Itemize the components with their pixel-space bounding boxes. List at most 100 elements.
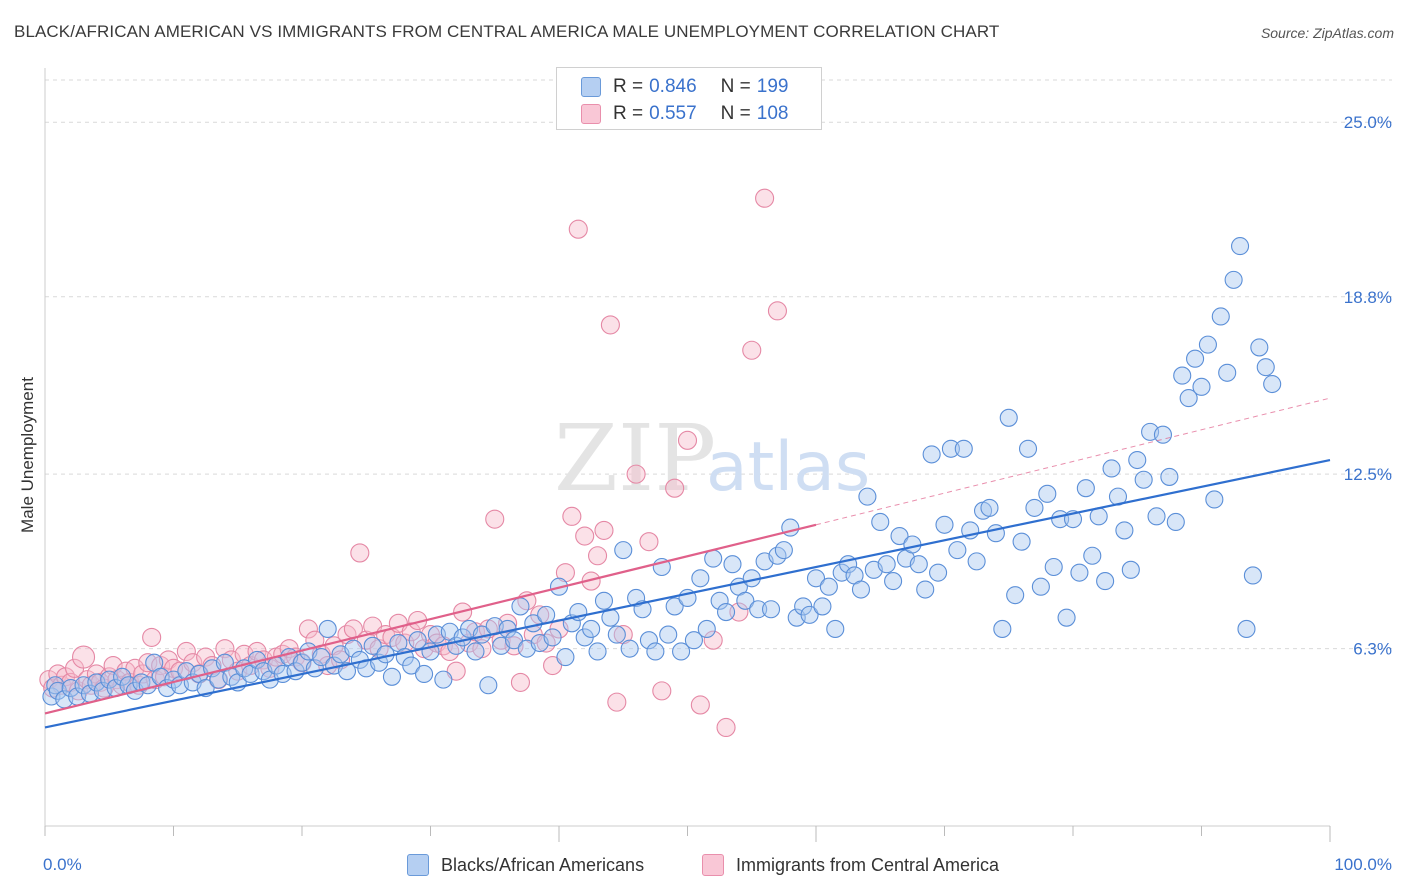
data-point-blacks — [684, 631, 703, 650]
data-point-blacks — [967, 552, 986, 571]
data-point-blacks — [1147, 507, 1166, 526]
data-point-blacks — [1218, 363, 1237, 382]
data-point-blacks — [999, 408, 1018, 427]
data-point-blacks — [704, 549, 723, 568]
data-point-immigrants — [305, 630, 325, 650]
data-point-blacks — [909, 555, 928, 574]
legend-n-value: 108 — [756, 103, 789, 124]
source-label: Source: ZipAtlas.com — [1260, 25, 1394, 41]
data-point-blacks — [1160, 467, 1179, 486]
data-point-blacks — [363, 636, 382, 655]
trend-line-immigrants — [44, 523, 817, 715]
data-point-immigrants — [575, 526, 595, 546]
data-point-blacks — [800, 605, 819, 624]
legend-swatch-pink — [581, 104, 601, 124]
data-point-blacks — [903, 535, 922, 554]
y-tick-label: 18.8% — [1344, 288, 1392, 307]
data-point-immigrants — [607, 692, 627, 712]
data-point-immigrants — [652, 681, 672, 701]
data-point-blacks — [1083, 546, 1102, 565]
data-point-blacks — [337, 662, 357, 681]
data-point-blacks — [415, 664, 434, 684]
data-point-blacks — [1006, 586, 1025, 605]
data-point-immigrants — [594, 520, 614, 540]
x-tick-label-min: 0.0% — [43, 855, 82, 874]
data-point-blacks — [582, 619, 601, 638]
watermark-atlas: atlas — [706, 428, 870, 507]
data-point-blacks — [665, 597, 684, 616]
watermark-zip: ZIP — [554, 405, 716, 512]
data-point-blacks — [1243, 566, 1262, 585]
data-point-blacks — [1166, 512, 1185, 532]
data-point-blacks — [556, 648, 575, 667]
x-tick-label-max: 100.0% — [1334, 855, 1392, 874]
data-point-blacks — [1179, 389, 1198, 408]
data-point-blacks — [723, 555, 742, 574]
data-point-blacks — [980, 498, 999, 517]
data-point-immigrants — [350, 543, 370, 563]
data-point-blacks — [511, 597, 530, 616]
data-point-blacks — [479, 676, 498, 695]
data-point-blacks — [646, 642, 665, 661]
data-point-blacks — [434, 670, 453, 689]
zipatlas-watermark: ZIP atlas — [554, 405, 870, 512]
data-point-blacks — [408, 631, 427, 650]
data-point-blacks — [1121, 560, 1140, 579]
data-point-blacks — [627, 588, 646, 608]
data-point-blacks — [697, 619, 716, 638]
bottom-legend-immigrants: Immigrants from Central America — [702, 852, 999, 878]
data-point-blacks — [819, 577, 838, 596]
bottom-legend-label-blacks: Blacks/African Americans — [441, 854, 645, 875]
data-point-immigrants — [485, 509, 505, 529]
data-point-blacks — [588, 642, 607, 661]
data-point-blacks — [1250, 338, 1269, 357]
data-point-blacks — [620, 639, 639, 658]
data-point-immigrants — [72, 645, 96, 669]
legend-r-label: R = — [613, 103, 644, 124]
data-point-immigrants — [587, 546, 608, 566]
data-point-blacks — [1076, 479, 1095, 498]
data-point-blacks — [1018, 439, 1038, 458]
bottom-legend-swatch-blue — [407, 854, 429, 876]
data-point-blacks — [935, 515, 954, 534]
data-point-blacks — [466, 642, 485, 661]
data-point-blacks — [826, 619, 845, 638]
legend-row-immigrants: R = 0.557 N = 108 — [581, 101, 788, 127]
legend-row-blacks: R = 0.846 N = 199 — [581, 74, 788, 100]
data-point-blacks — [736, 591, 755, 610]
data-point-blacks — [806, 569, 826, 588]
data-point-immigrants — [677, 430, 698, 450]
data-point-immigrants — [298, 619, 318, 639]
data-point-blacks — [1102, 459, 1121, 478]
data-point-blacks — [993, 619, 1012, 638]
data-point-blacks — [691, 569, 710, 588]
data-point-immigrants — [446, 661, 466, 681]
data-point-immigrants — [639, 532, 659, 552]
data-point-blacks — [1115, 521, 1134, 540]
data-point-blacks — [858, 487, 877, 506]
data-point-blacks — [1263, 374, 1282, 394]
chart-title: BLACK/AFRICAN AMERICAN VS IMMIGRANTS FRO… — [14, 22, 1000, 41]
data-point-blacks — [1070, 563, 1089, 582]
data-point-blacks — [1237, 619, 1256, 638]
legend-r-value: 0.846 — [649, 76, 697, 97]
data-point-immigrants — [690, 695, 710, 715]
data-point-blacks — [1211, 307, 1230, 326]
y-axis-label: Male Unemployment — [18, 377, 37, 533]
data-point-blacks — [1153, 425, 1172, 444]
data-point-blacks — [884, 572, 903, 591]
data-point-blacks — [948, 541, 967, 560]
bottom-legend-swatch-pink — [702, 854, 724, 876]
data-point-blacks — [1173, 366, 1192, 385]
data-point-blacks — [761, 600, 781, 619]
data-point-immigrants — [568, 219, 588, 239]
data-point-blacks — [716, 603, 736, 622]
legend-r-value: 0.557 — [649, 103, 697, 124]
data-point-blacks — [614, 541, 633, 560]
data-point-blacks — [871, 512, 890, 532]
data-point-blacks — [1134, 470, 1153, 489]
legend-n-value: 199 — [756, 76, 789, 97]
legend-n-label: N = — [720, 103, 751, 124]
data-point-blacks — [382, 667, 402, 686]
